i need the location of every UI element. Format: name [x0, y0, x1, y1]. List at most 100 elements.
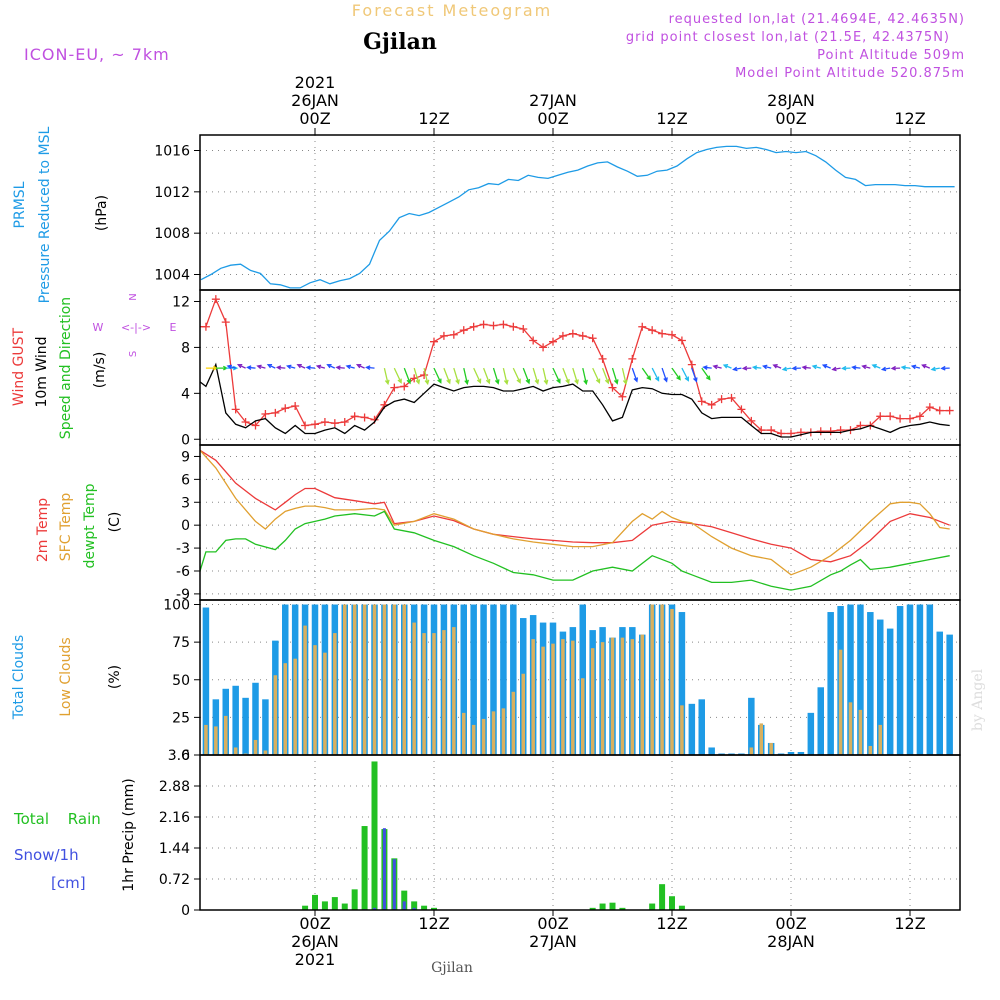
gust-marker [856, 421, 865, 430]
gust-marker [747, 416, 756, 425]
low-cloud-bar [303, 625, 307, 755]
gust-marker [449, 330, 458, 339]
sfc-temp-label: SFC Temp [58, 493, 74, 562]
gust-marker [618, 392, 627, 401]
gust-marker [717, 395, 726, 404]
wind-direction-arrow [900, 365, 911, 370]
total-cloud-bar [946, 634, 953, 755]
gust-marker [469, 322, 478, 331]
low-cloud-bar [491, 711, 496, 755]
temp-unit-label: (C) [107, 512, 123, 533]
pressure-ytick-label: 1008 [154, 226, 190, 242]
gust-marker [578, 331, 587, 340]
model-name: ICON-EU, ~ 7km [24, 45, 170, 64]
dewpt-temp-label: dewpt Temp [82, 483, 98, 568]
wind-direction-arrow [473, 367, 482, 384]
gust-marker [816, 427, 825, 436]
pressure-unit-label: (hPa) [94, 195, 110, 231]
temperature-side-labels: 2m Temp SFC Temp dewpt Temp (C) [35, 483, 123, 568]
low-cloud-bar [531, 639, 535, 755]
wind-direction-arrow [572, 367, 579, 385]
location-title: Gjilan [363, 29, 437, 55]
snow-bar [382, 828, 386, 910]
rain-bar [669, 896, 675, 910]
top-tick-label: 26JAN [291, 91, 339, 110]
low-cloud-bar [600, 642, 605, 755]
wind-direction-arrow [345, 364, 355, 370]
total-cloud-bar [748, 697, 755, 755]
gust-marker [390, 383, 399, 392]
wind-direction-arrow [286, 364, 296, 370]
total-cloud-bar [738, 753, 745, 755]
wind-direction-arrow [621, 367, 628, 386]
total-cloud-bar [202, 607, 210, 755]
precip-ytick-label: 2.16 [159, 810, 190, 826]
low-cloud-bar [749, 747, 754, 755]
wind-direction-arrow [393, 367, 402, 384]
total-cloud-bar [460, 604, 467, 755]
wind-direction-arrow [910, 364, 921, 370]
wind-direction-arrow [413, 367, 421, 385]
gust-marker [677, 336, 686, 345]
point-altitude: Point Altitude 509m [817, 48, 965, 63]
gust-marker [896, 414, 905, 423]
total-cloud-bar [500, 604, 507, 755]
gust-marker [499, 320, 508, 329]
pressure-panel: 1004 1008 1012 1016 [154, 134, 961, 291]
low-cloud-bar [650, 604, 654, 755]
rain-bar [331, 897, 338, 910]
gust-marker [509, 322, 518, 331]
wind-side-labels: Wind GUST 10m Wind Speed and Direction (… [11, 293, 177, 439]
precip-side-labels: Total Rain Snow/1h [cm] 1hr Precip (mm) [13, 778, 137, 892]
clouds-side-labels: Total Clouds Low Clouds (%) [11, 635, 123, 720]
gust-marker [628, 354, 637, 363]
low-cloud-bar [214, 726, 218, 755]
low-cloud-bar [670, 609, 674, 755]
gust-marker [697, 397, 706, 406]
rain-bar [619, 907, 626, 910]
clouds-ytick-label: 50 [172, 673, 190, 689]
rain-bar [371, 761, 378, 910]
wind-direction-arrow [651, 367, 660, 382]
wind-direction-arrow [851, 365, 861, 370]
top-tick-label: 27JAN [529, 91, 577, 110]
prmsl-label: PRMSL [12, 181, 28, 228]
gust-marker [727, 393, 736, 402]
gust-marker [945, 406, 954, 415]
rain-bar [411, 901, 418, 910]
pressure-ytick-label: 1004 [154, 268, 190, 284]
gust-marker [360, 413, 369, 422]
wind-direction-arrow [463, 367, 469, 386]
gust-marker [261, 410, 270, 418]
low-cloud-bar [263, 750, 268, 755]
wind-direction-arrow [921, 364, 931, 369]
low-cloud-bar [392, 604, 397, 755]
wind-direction-arrow [762, 364, 772, 370]
total-cloud-bar [936, 631, 943, 755]
low-cloud-bar [878, 724, 882, 755]
bottom-tick-label: 00Z [537, 914, 568, 933]
gust-marker [430, 337, 438, 346]
clouds-ytick-label: 25 [172, 710, 190, 726]
gust-marker [350, 412, 359, 421]
total-cloud-bar [817, 687, 824, 755]
total-cloud-bar [777, 753, 785, 755]
gust-marker [271, 408, 280, 417]
low-cloud-bar [293, 658, 297, 755]
model-altitude: Model Point Altitude 520.875m [735, 66, 965, 81]
low-cloud-bar [253, 739, 258, 755]
wind-ytick-label: 4 [181, 386, 190, 402]
rain-bar [361, 826, 368, 910]
gust-marker [420, 370, 429, 379]
low-cloud-bar [838, 649, 843, 755]
wind-direction-arrow [611, 367, 619, 385]
wind-direction-arrow [275, 365, 286, 371]
requested-coords: requested lon,lat (21.4694E, 42.4635N) [669, 12, 965, 27]
gust-marker [787, 429, 795, 438]
rain-bar [678, 905, 685, 910]
rain-bar [431, 907, 437, 910]
low-cloud-bar [333, 633, 337, 755]
low-cloud-bar [581, 678, 585, 755]
bottom-location: Gjilan [431, 960, 473, 976]
snow-bar [373, 907, 376, 910]
